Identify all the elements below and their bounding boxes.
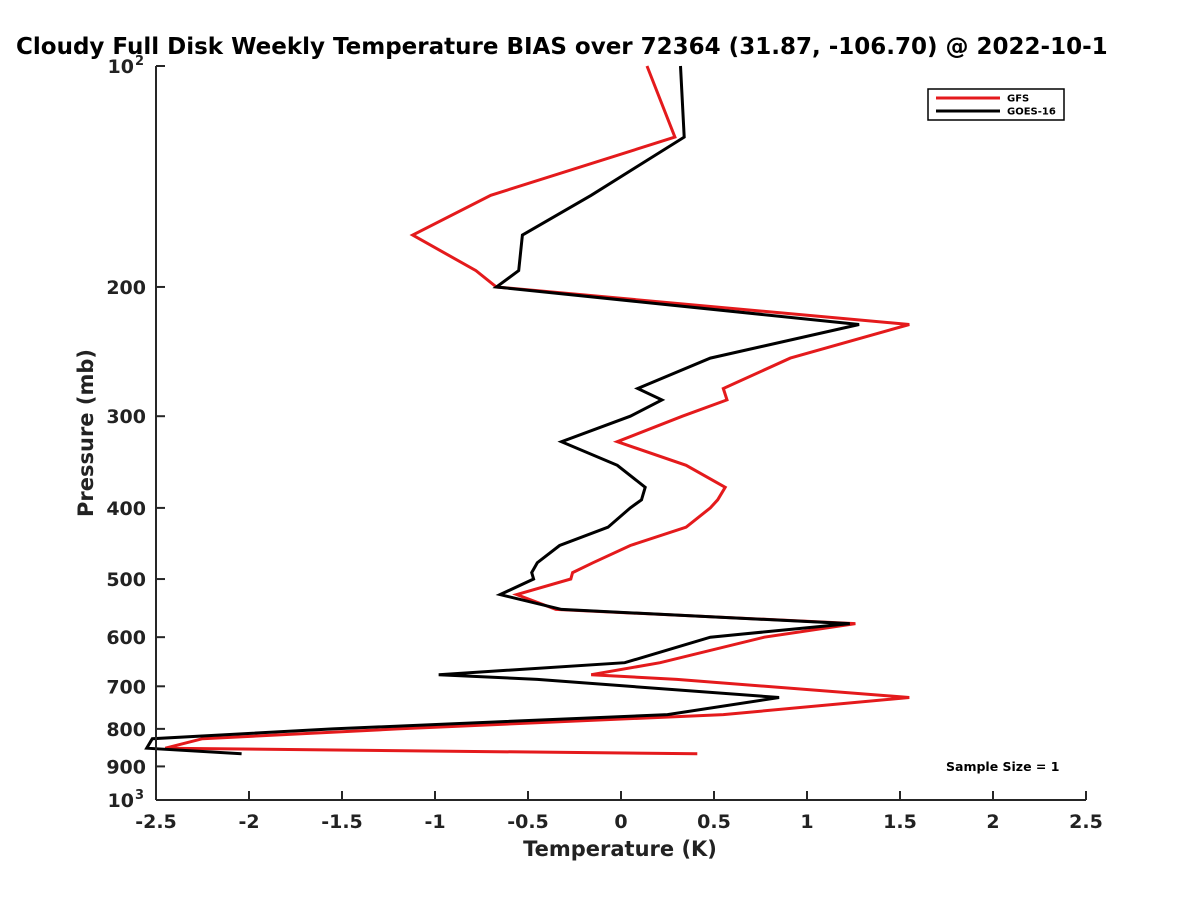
x-tick-label: 1.5 [883,811,917,833]
x-tick-label: 0 [614,811,627,833]
series-line-goes16 [144,65,860,756]
y-tick-label: 500 [106,569,146,591]
x-tick-label: -0.5 [507,811,549,833]
legend: GFS GOES-16 [927,88,1065,121]
y-tick-label: 700 [106,676,146,698]
y-tick-label: 10 [108,56,134,78]
legend-label-goes16: GOES-16 [1007,107,1056,118]
x-tick-label: 1 [800,811,813,833]
x-tick-label: -1.5 [321,811,363,833]
x-tick-label: -1 [424,811,445,833]
y-tick-label: 10 [108,790,134,812]
y-tick-exponent: 3 [135,788,144,803]
x-tick-label: 2 [986,811,999,833]
series-line-gfs [164,65,910,756]
legend-box [927,88,1065,121]
x-tick-label: -2.5 [135,811,177,833]
y-tick-exponent: 2 [135,54,144,69]
y-tick-label: 400 [106,498,146,520]
series-layer [144,65,910,756]
x-tick-label: 2.5 [1069,811,1103,833]
sample-size-note: Sample Size = 1 [946,759,1059,774]
y-tick-label: 900 [106,756,146,778]
legend-label-gfs: GFS [1007,94,1029,105]
x-tick-label: 0.5 [697,811,731,833]
y-axis-label: Pressure (mb) [74,349,98,517]
x-axis-ticks: -2.5 -2 -1.5 -1 -0.5 0 0.5 1 1.5 2 2.5 [135,791,1103,833]
chart-title: Cloudy Full Disk Weekly Temperature BIAS… [16,34,1108,60]
y-tick-label: 300 [106,406,146,428]
x-axis-label: Temperature (K) [523,837,717,861]
y-tick-label: 200 [106,277,146,299]
y-tick-label: 600 [106,627,146,649]
y-tick-label: 800 [106,719,146,741]
x-tick-label: -2 [238,811,259,833]
